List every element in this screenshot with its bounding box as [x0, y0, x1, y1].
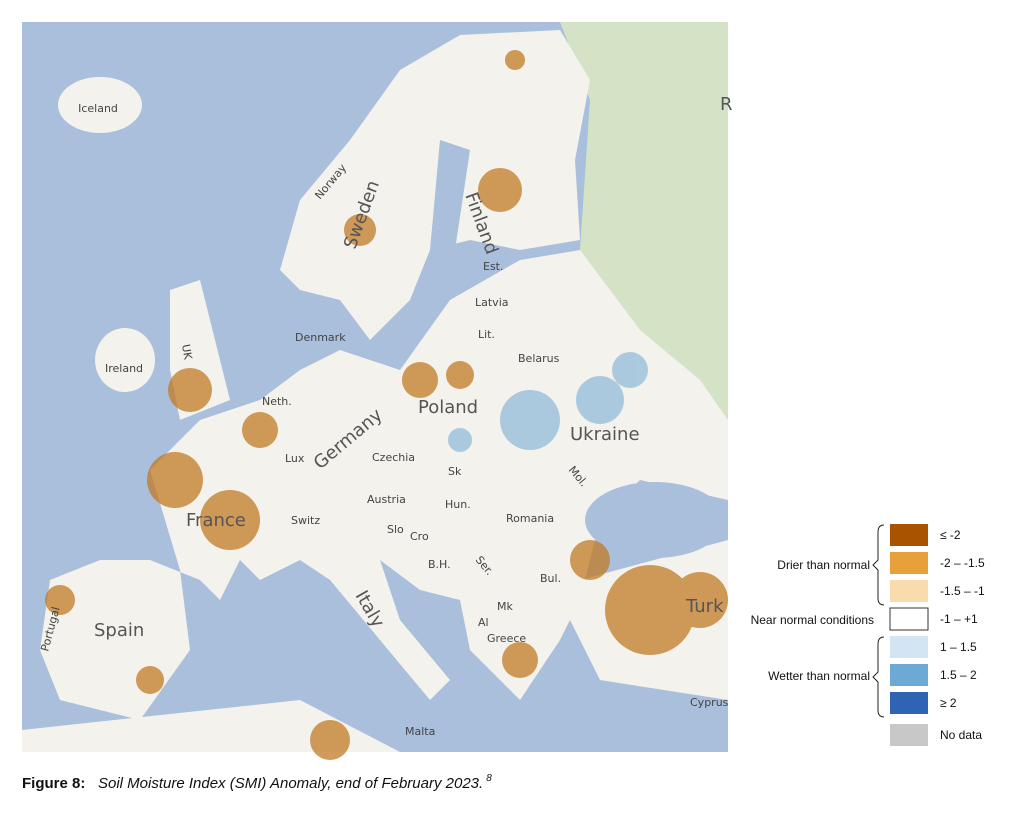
map-label: Czechia [372, 451, 415, 464]
map-label: R [720, 94, 733, 115]
legend-label: -1.5 – -1 [940, 584, 985, 598]
legend-label: No data [940, 728, 982, 742]
map-label: B.H. [428, 558, 451, 571]
map-label: Cyprus [690, 696, 729, 709]
ireland [95, 328, 155, 392]
map-label: Bul. [540, 572, 561, 585]
map-label: France [186, 510, 246, 531]
map-label: Poland [418, 397, 478, 418]
wet-patches [448, 352, 648, 452]
legend-swatch [890, 580, 928, 602]
legend-label: -1 – +1 [940, 612, 978, 626]
north-africa [22, 700, 400, 752]
map-label: Neth. [262, 395, 292, 408]
legend-group: Drier than normal [777, 558, 870, 572]
legend-swatch [890, 724, 928, 746]
map-label: Est. [483, 260, 504, 273]
caption-label: Figure 8: [22, 775, 85, 792]
map: Iceland Norway Sweden Finland Est. Latvi… [22, 22, 733, 760]
russia [560, 22, 728, 440]
map-label: Turk [685, 596, 724, 617]
legend-swatch [890, 552, 928, 574]
legend-swatch [890, 524, 928, 546]
legend-label: 1.5 – 2 [940, 668, 977, 682]
map-label: Greece [487, 632, 526, 645]
map-label: Malta [405, 725, 435, 738]
legend-group: Near normal conditions [751, 613, 874, 627]
legend-label: ≥ 2 [940, 696, 957, 710]
caption-footnote: 8 [486, 773, 492, 784]
map-label: Ireland [105, 362, 143, 375]
legend-swatch [890, 664, 928, 686]
legend-swatch [889, 607, 929, 631]
map-label: Belarus [518, 352, 560, 365]
legend: Drier than normal Near normal conditions… [751, 524, 985, 746]
map-label: Spain [94, 620, 144, 641]
black-sea [585, 482, 725, 558]
map-label: Romania [506, 512, 554, 525]
brace [872, 636, 885, 718]
caption-text: Soil Moisture Index (SMI) Anomaly, end o… [98, 775, 483, 792]
map-label: Mk [497, 600, 513, 613]
map-label: Denmark [295, 331, 346, 344]
map-label: Latvia [475, 296, 509, 309]
scandinavia [280, 30, 590, 340]
map-label: UK [179, 343, 195, 361]
map-label: Switz [291, 514, 320, 527]
legend-label: -2 – -1.5 [940, 556, 985, 570]
legend-swatch [890, 636, 928, 658]
map-label: Lit. [478, 328, 495, 341]
dry-patches [45, 50, 728, 760]
map-label: Slo [387, 523, 404, 536]
map-label: Ukraine [570, 424, 640, 445]
map-label: Austria [367, 493, 406, 506]
map-label: Al [478, 616, 489, 629]
baltic-sea [430, 140, 470, 250]
legend-swatch [890, 692, 928, 714]
brace [872, 524, 885, 606]
mainland [40, 250, 728, 720]
map-label: Cro [410, 530, 429, 543]
map-label: Hun. [445, 498, 471, 511]
map-label: Iceland [78, 102, 118, 115]
legend-label: ≤ -2 [940, 528, 961, 542]
map-label: Sk [448, 465, 462, 478]
iceland [58, 77, 142, 133]
legend-group: Wetter than normal [768, 669, 870, 683]
map-label: Lux [285, 452, 305, 465]
legend-label: 1 – 1.5 [940, 640, 977, 654]
